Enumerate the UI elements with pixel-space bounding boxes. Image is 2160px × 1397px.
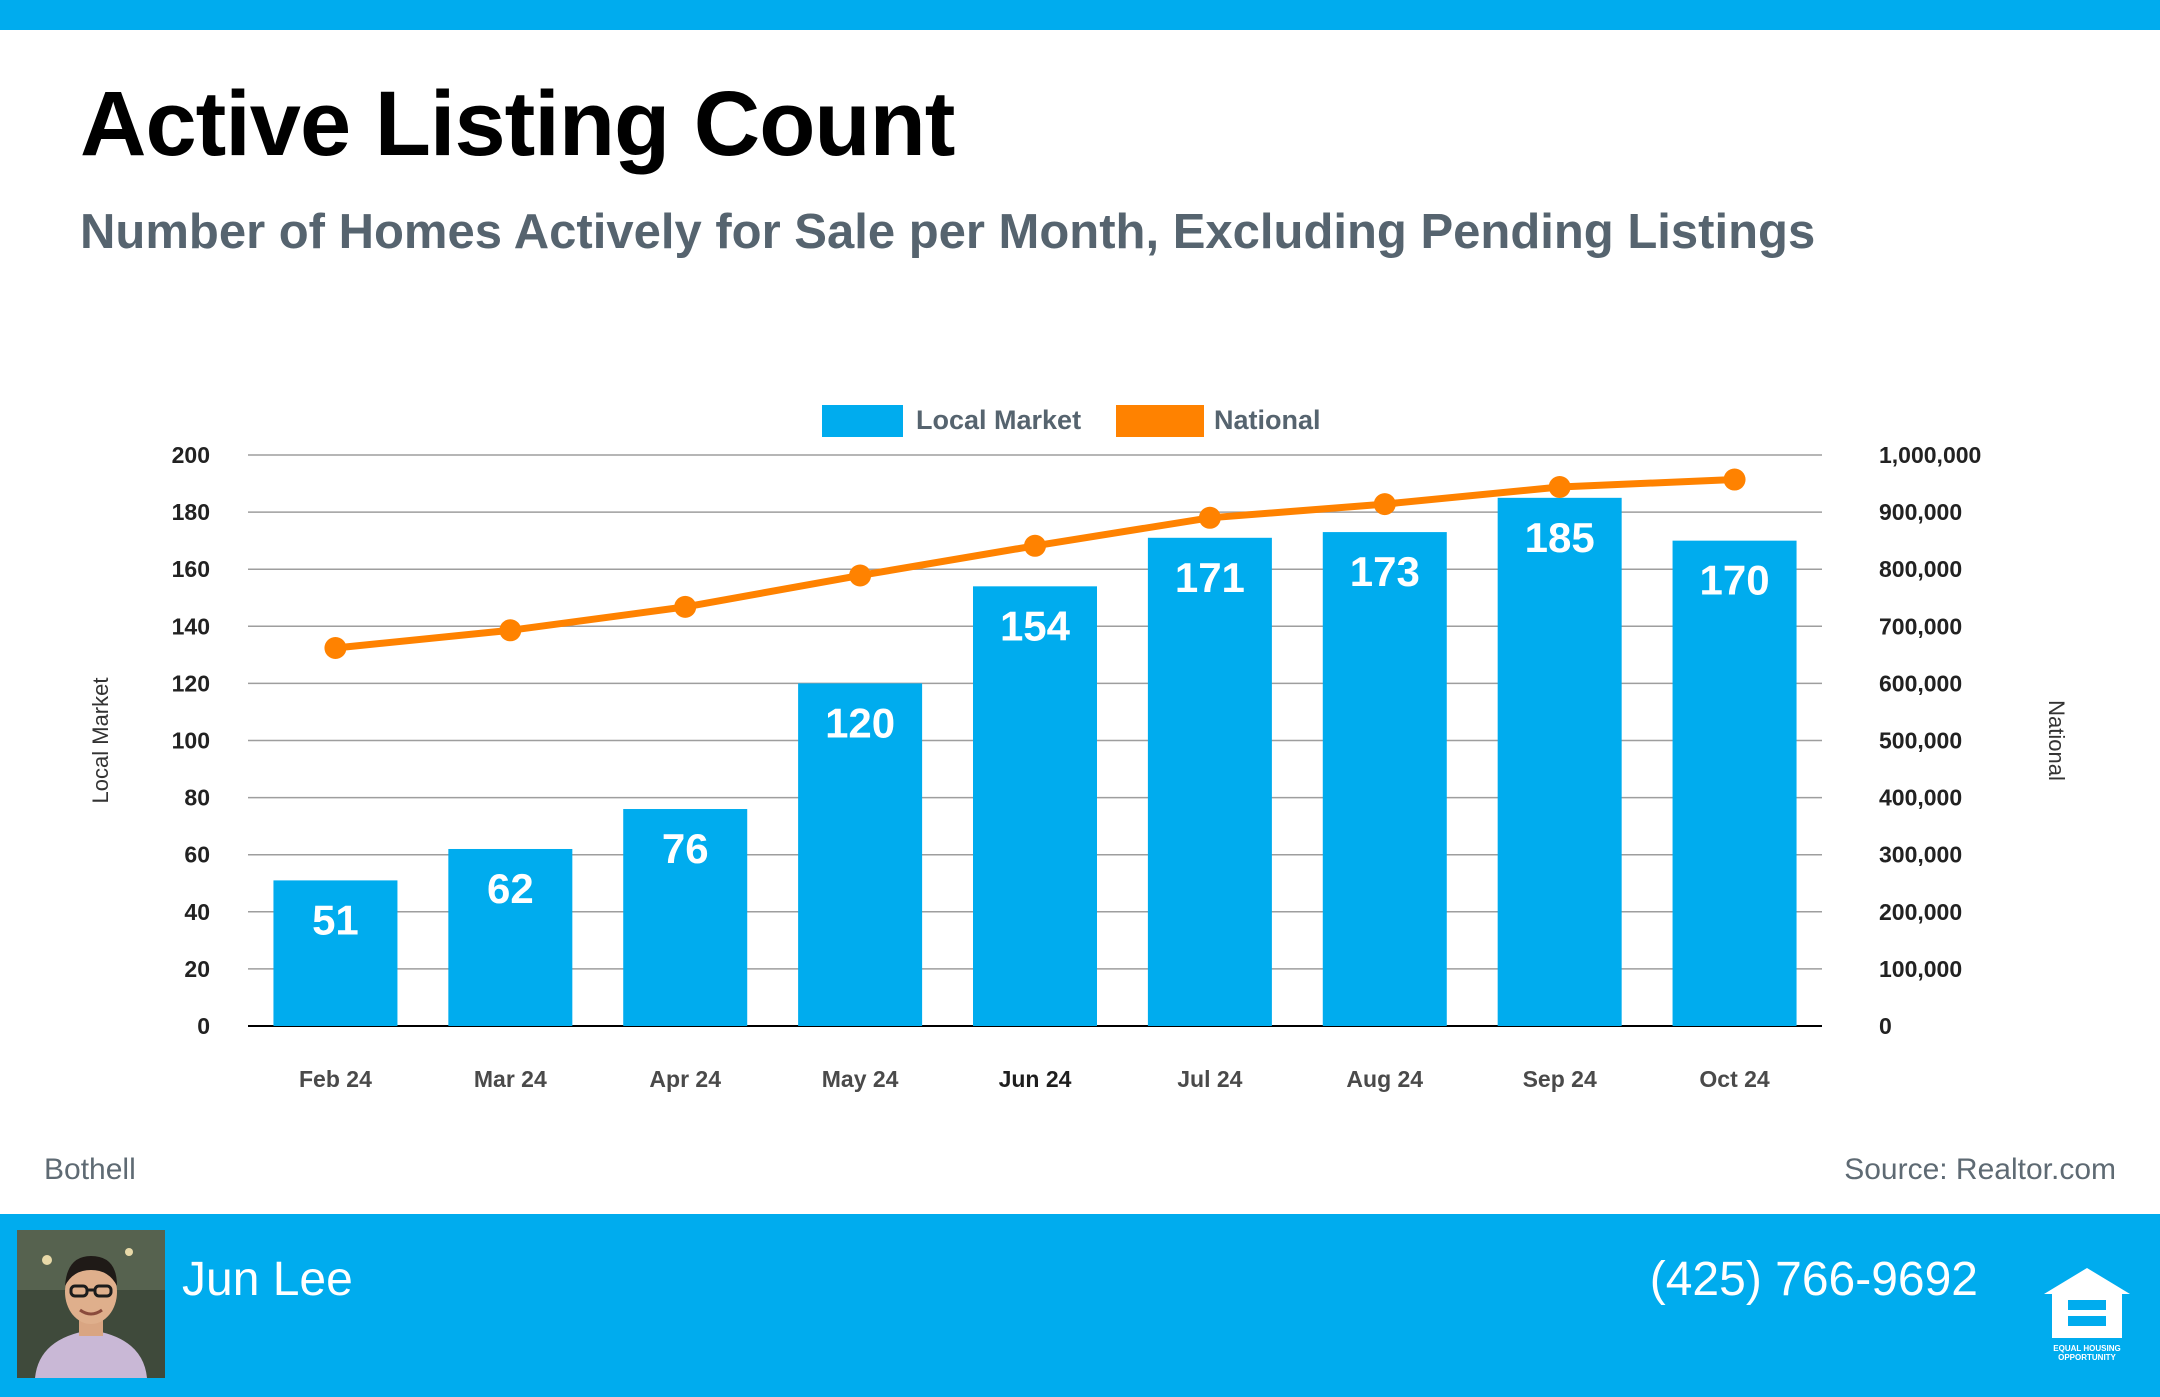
- legend-swatch-local-market: [822, 405, 903, 437]
- y-tick-label-left: 100: [172, 728, 210, 754]
- y-tick-label-right: 500,000: [1879, 728, 1962, 754]
- y-tick-label-right: 800,000: [1879, 556, 1962, 582]
- y-tick-label-right: 0: [1879, 1013, 1892, 1039]
- bar-value-label: 76: [662, 825, 709, 872]
- active-listing-chart: 51 62 76 120 154 171 173 185 170 0 0 20 100,000 40 20…: [88, 405, 2069, 1092]
- bar-value-label: 171: [1175, 554, 1245, 601]
- national-point: [499, 619, 522, 642]
- x-tick-label: Mar 24: [474, 1066, 547, 1092]
- y-axis-title-left: Local Market: [88, 678, 113, 804]
- top-accent-bar: [0, 0, 2160, 30]
- x-tick-label: Jul 24: [1177, 1066, 1242, 1092]
- legend-swatch-national: [1116, 405, 1204, 437]
- x-tick-label: Apr 24: [649, 1066, 721, 1092]
- national-point: [849, 564, 872, 587]
- bar: [1322, 532, 1447, 1026]
- bar-value-label: 62: [487, 865, 534, 912]
- bar: [973, 586, 1097, 1026]
- y-tick-label-right: 600,000: [1879, 670, 1962, 696]
- y-tick-label-right: 300,000: [1879, 842, 1962, 868]
- y-tick-label-left: 60: [184, 842, 210, 868]
- y-tick-label-right: 1,000,000: [1879, 442, 1981, 468]
- agent-phone: (425) 766-9692: [1649, 1253, 1978, 1306]
- bar: [1672, 540, 1797, 1026]
- chart-title: Active Listing Count: [80, 73, 955, 175]
- bar: [1497, 497, 1622, 1026]
- equal-housing-text: EQUAL HOUSING OPPORTUNITY: [2053, 1344, 2121, 1362]
- x-tick-label: Feb 24: [299, 1066, 372, 1092]
- y-tick-label-left: 80: [184, 785, 210, 811]
- y-tick-label-left: 0: [197, 1013, 210, 1039]
- source-label: Source: Realtor.com: [1844, 1153, 2116, 1186]
- line-series-national: [324, 468, 1746, 659]
- y-tick-label-left: 20: [184, 956, 210, 982]
- equal-housing-icon: EQUAL HOUSING OPPORTUNITY: [2040, 1264, 2134, 1362]
- y-tick-label-right: 700,000: [1879, 613, 1962, 639]
- bar-value-label: 120: [825, 699, 895, 746]
- national-point: [1198, 506, 1221, 529]
- chart-legend: Local Market National: [822, 405, 1321, 437]
- bar: [798, 683, 923, 1026]
- national-point: [324, 636, 347, 659]
- bar: [623, 809, 748, 1026]
- bar: [448, 848, 573, 1026]
- y-tick-label-right: 100,000: [1879, 956, 1962, 982]
- x-tick-label: Sep 24: [1523, 1066, 1597, 1092]
- y-tick-label-left: 200: [172, 442, 210, 468]
- national-point: [1548, 475, 1571, 498]
- bar-value-label: 185: [1525, 514, 1595, 561]
- bar-value-label: 51: [312, 896, 359, 943]
- bar-value-label: 154: [1000, 602, 1071, 649]
- bar-series-local-market: 51 62 76 120 154 171 173 185 170: [273, 497, 1797, 1026]
- x-tick-label: Jun 24: [999, 1066, 1072, 1092]
- y-tick-label-left: 120: [172, 670, 210, 696]
- national-point: [1373, 493, 1396, 516]
- y-tick-label-left: 160: [172, 556, 210, 582]
- national-point: [674, 595, 697, 618]
- location-label: Bothell: [44, 1153, 136, 1186]
- agent-name: Jun Lee: [182, 1253, 353, 1306]
- y-axis-title-right: National: [2044, 700, 2069, 781]
- bar: [1147, 537, 1272, 1026]
- national-point: [1024, 534, 1046, 557]
- agent-footer-bar: Jun Lee (425) 766-9692 EQUAL HOUSING OPP…: [0, 1214, 2160, 1397]
- axis-labels: 0 0 20 100,000 40 200,000 60 300,000 80 400,000 10…: [88, 442, 2069, 1092]
- bar-value-label: 173: [1350, 548, 1420, 595]
- x-tick-label: Aug 24: [1346, 1066, 1423, 1092]
- legend-label-national: National: [1214, 405, 1321, 435]
- national-point: [1723, 468, 1746, 491]
- legend-label-local-market: Local Market: [916, 405, 1081, 435]
- y-tick-label-right: 200,000: [1879, 899, 1962, 925]
- y-tick-label-left: 40: [184, 899, 210, 925]
- y-tick-label-right: 900,000: [1879, 499, 1962, 525]
- x-tick-label: Oct 24: [1699, 1066, 1770, 1092]
- y-tick-label-left: 140: [172, 613, 210, 639]
- avatar: [17, 1230, 165, 1378]
- bar-value-label: 170: [1700, 557, 1770, 604]
- chart-subtitle: Number of Homes Actively for Sale per Mo…: [80, 205, 1816, 259]
- y-tick-label-right: 400,000: [1879, 785, 1962, 811]
- y-tick-label-left: 180: [172, 499, 210, 525]
- x-tick-label: May 24: [822, 1066, 899, 1092]
- bar: [273, 880, 398, 1026]
